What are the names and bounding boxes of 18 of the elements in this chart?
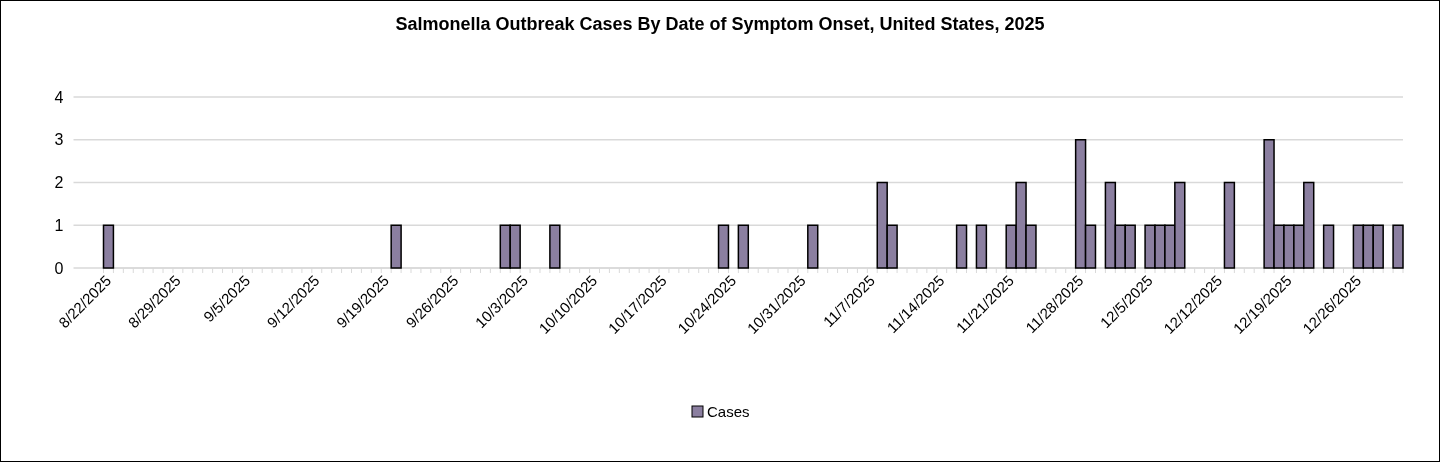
y-tick-label: 1	[54, 216, 64, 234]
bar	[1223, 181, 1236, 269]
y-tick-label: 2	[54, 174, 64, 192]
bar	[737, 224, 750, 269]
y-tick-label: 0	[54, 259, 64, 277]
bar	[955, 224, 968, 269]
bar	[1322, 224, 1335, 269]
bar	[975, 224, 988, 269]
chart-title: Salmonella Outbreak Cases By Date of Symptom Onset, United States, 2025	[395, 14, 1045, 34]
legend-label: Cases	[707, 403, 750, 421]
bar	[102, 224, 115, 269]
bar	[549, 224, 561, 269]
y-tick-label: 3	[54, 131, 64, 149]
bar	[807, 224, 819, 269]
bar	[390, 224, 402, 269]
bar	[717, 224, 730, 269]
bar	[1392, 224, 1404, 269]
y-tick-label: 4	[54, 88, 64, 106]
